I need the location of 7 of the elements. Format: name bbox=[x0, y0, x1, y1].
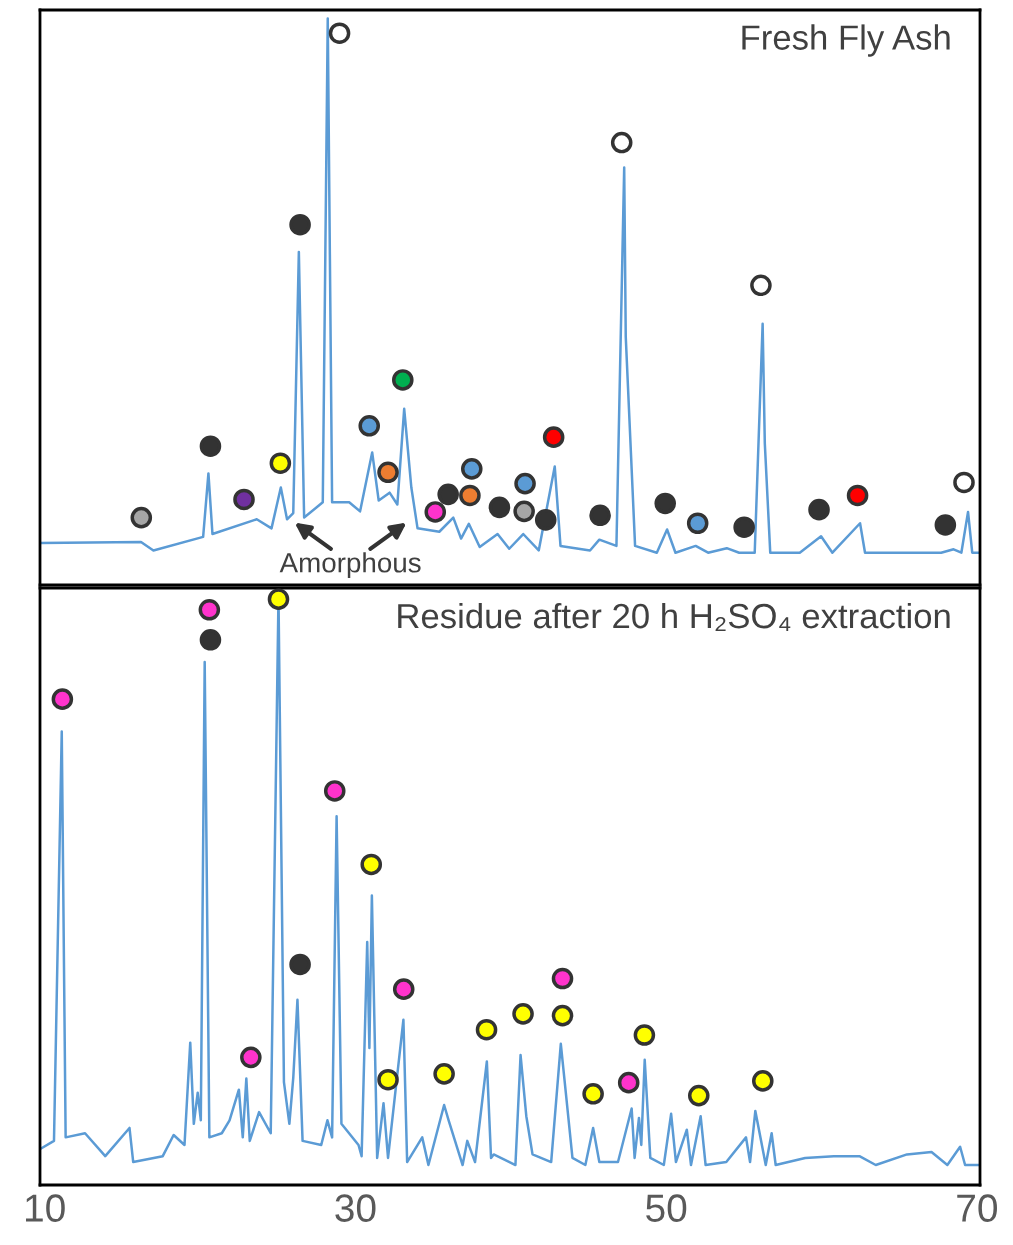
x-tick-label: 30 bbox=[335, 1194, 376, 1222]
x-tick-label: 10 bbox=[26, 1194, 65, 1222]
x-tick-label: 70 bbox=[957, 1194, 997, 1222]
chart-title: Residue after 20 h H₂SO₄ extraction bbox=[398, 602, 950, 632]
chart-title: Fresh Fly Ash bbox=[742, 24, 950, 57]
annotation: Amorphous bbox=[279, 552, 421, 579]
x-tick-label: 50 bbox=[646, 1194, 687, 1222]
